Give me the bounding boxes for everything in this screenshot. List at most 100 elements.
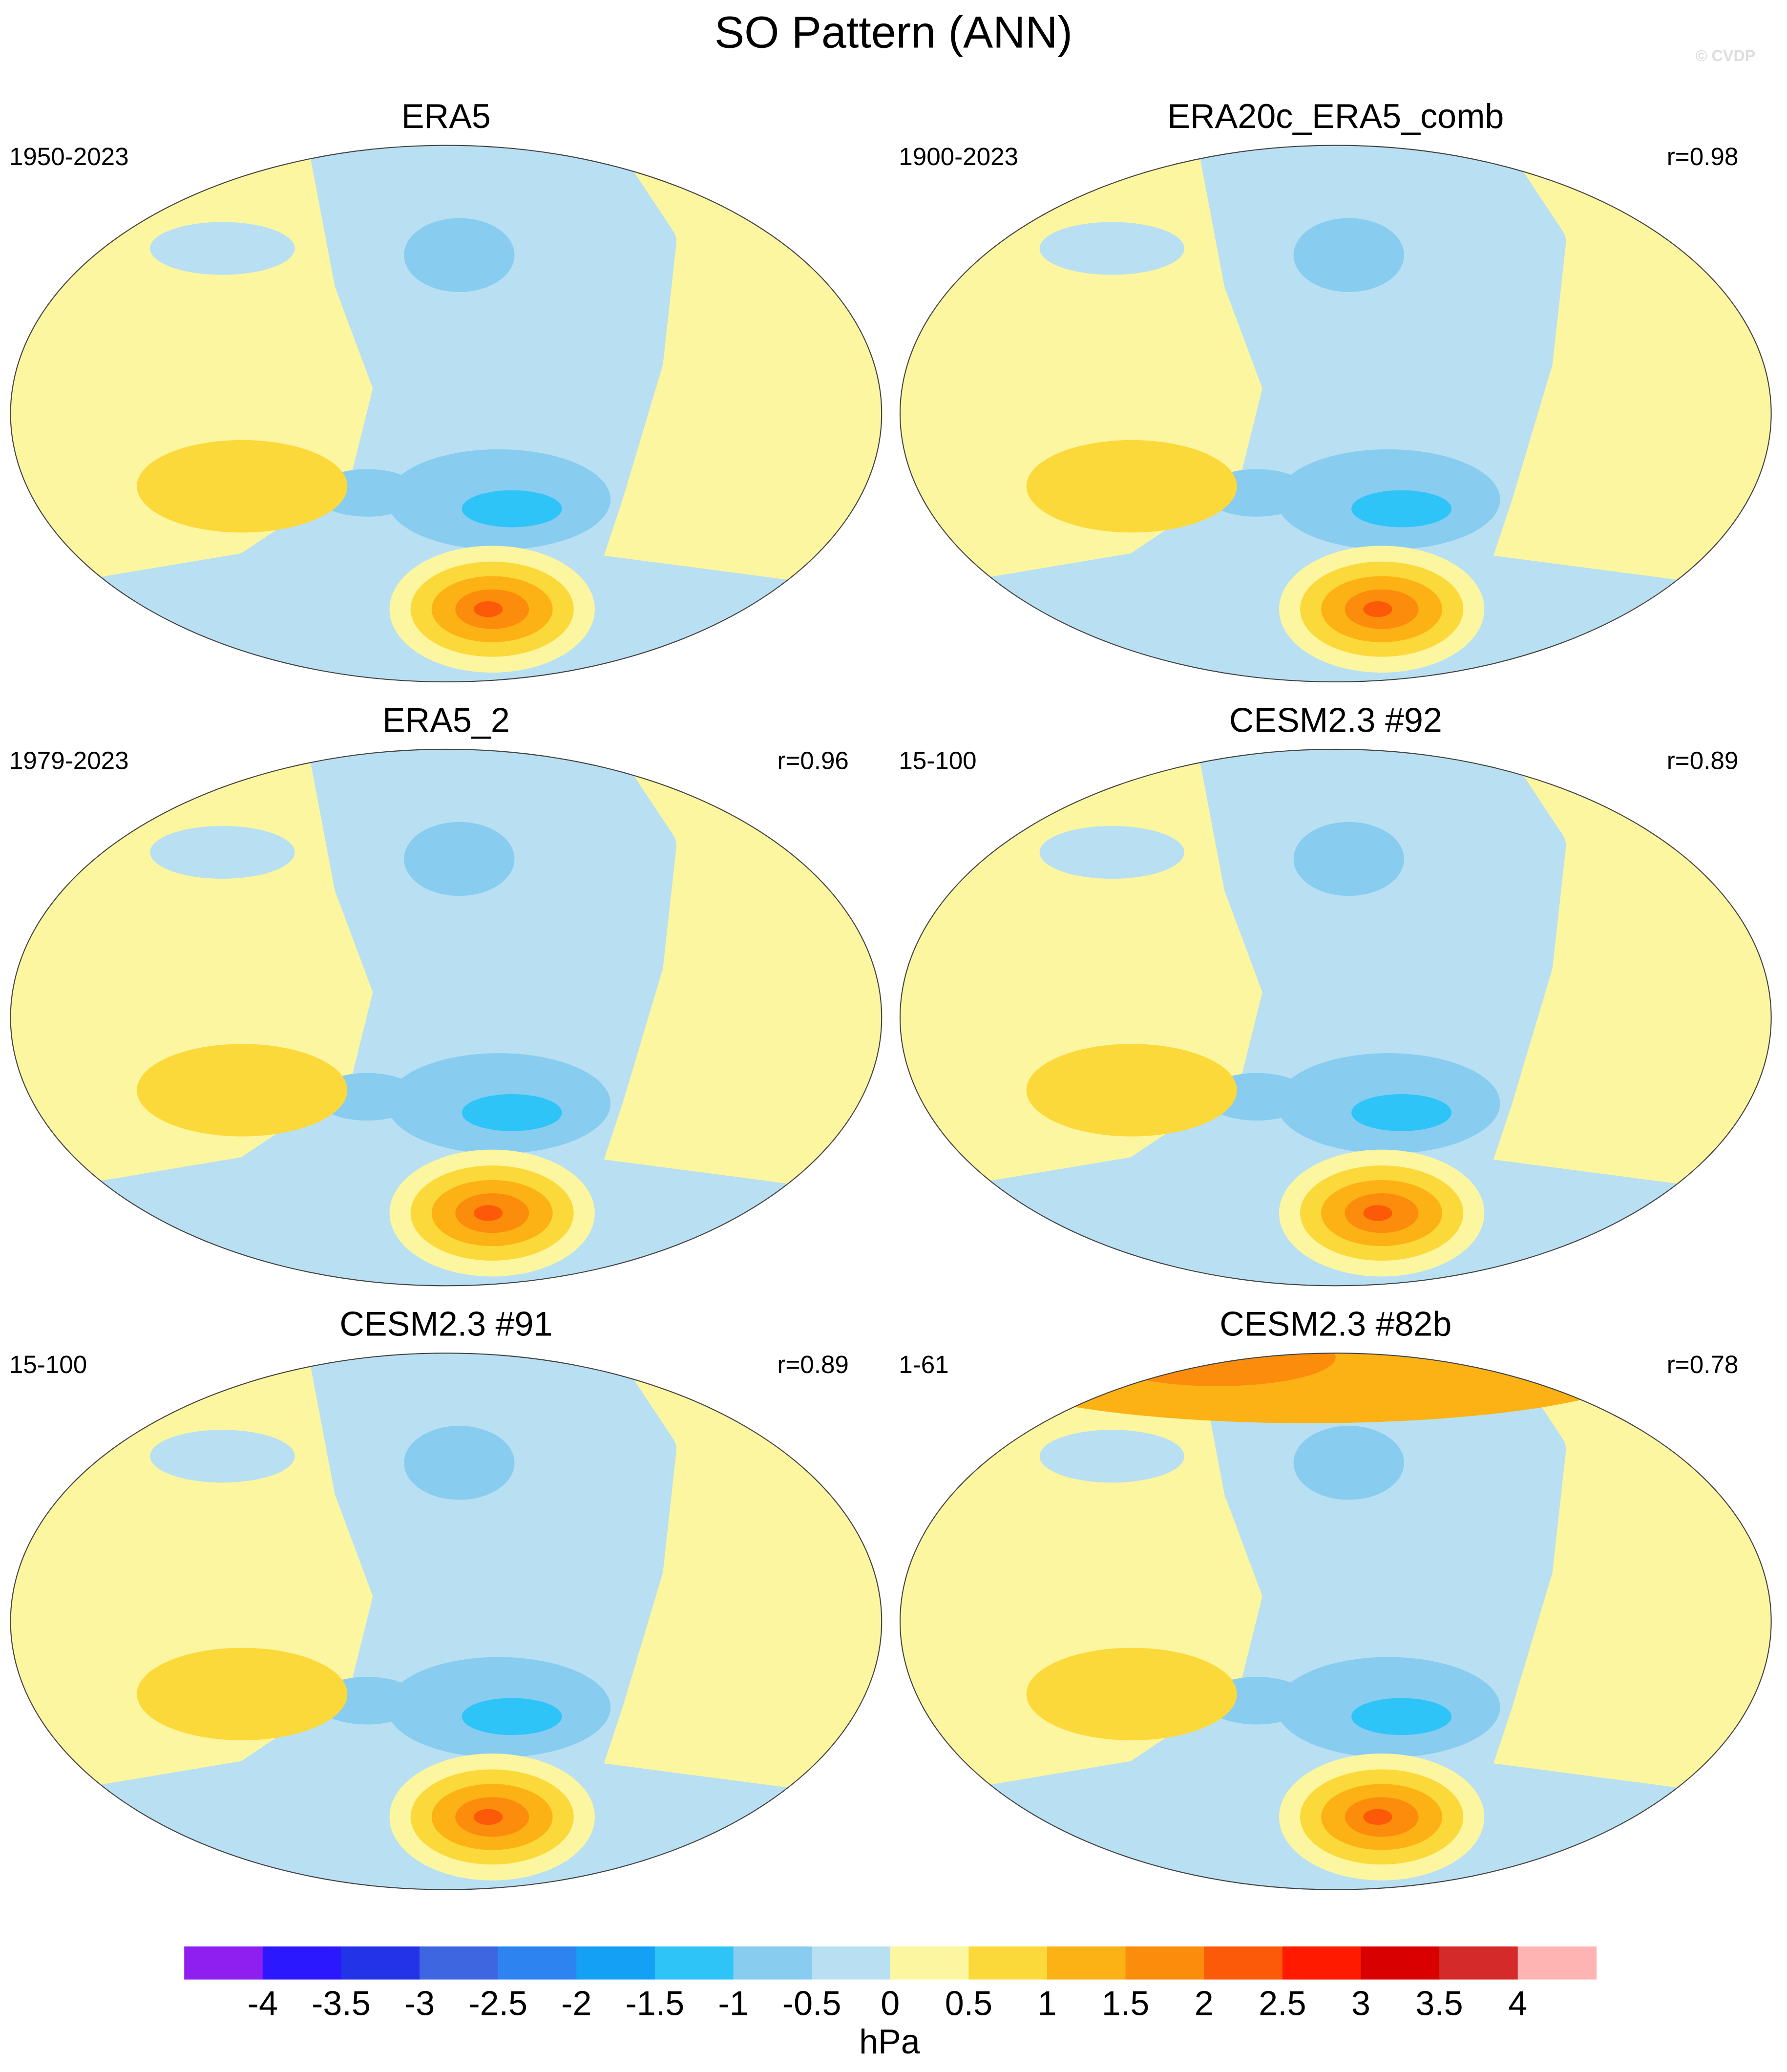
panel-period: 1900-2023 [899,143,1018,170]
anomaly-contour [1363,601,1392,617]
figure-title: SO Pattern (ANN) [715,7,1072,57]
panel-correlation: r=0.96 [777,746,849,774]
colorbar-tick-label: -4 [248,1984,278,2022]
colorbar-tick-label: -3.5 [312,1984,371,2022]
colorbar-box [890,1946,969,1980]
colorbar-box [1361,1946,1440,1980]
anomaly-contour [473,601,503,617]
anomaly-contour [1039,222,1184,275]
watermark: © CVDP [1696,47,1756,64]
colorbar-box [1517,1946,1597,1980]
anomaly-contour [150,1430,295,1483]
panel-title: ERA20c_ERA5_comb [1167,97,1504,135]
ocean-anomaly [900,1353,1771,1890]
anomaly-contour [1293,218,1404,292]
anomaly-contour [1363,1809,1392,1825]
anomaly-contour [137,1648,348,1740]
anomaly-contour [1026,1044,1237,1137]
anomaly-contour [1293,1426,1404,1500]
map [900,1353,1771,1890]
colorbar-tick-label: -0.5 [782,1984,841,2022]
colorbar-box [576,1946,655,1980]
ocean-anomaly [900,145,1771,682]
map [10,749,882,1286]
anomaly-contour [404,1426,515,1500]
colorbar-tick-label: 2.5 [1259,1984,1306,2022]
anomaly-contour [150,825,295,879]
anomaly-contour [1039,825,1184,879]
colorbar-tick-label: 3.5 [1415,1984,1463,2022]
colorbar-tick-label: -1 [718,1984,748,2022]
colorbar-tick-label: -2.5 [468,1984,527,2022]
colorbar-box [341,1946,420,1980]
colorbar-tick-label: 2 [1195,1984,1214,2022]
anomaly-contour [150,222,295,275]
panel-correlation: r=0.89 [777,1351,849,1378]
colorbar-box [733,1946,812,1980]
colorbar-tick-label: 4 [1508,1984,1527,2022]
panel-period: 15-100 [9,1351,87,1378]
panel-title: ERA5_2 [382,700,510,739]
anomaly-contour [1351,1698,1451,1735]
panel-title: ERA5 [401,97,491,135]
colorbar-tick-label: 1.5 [1102,1984,1149,2022]
panel-correlation: r=0.78 [1667,1351,1739,1378]
ocean-anomaly [10,145,882,682]
map [10,1353,882,1890]
anomaly-contour [137,1044,348,1137]
colorbar-tick-label: 3 [1351,1984,1370,2022]
anomaly-contour [1293,822,1404,896]
map [900,145,1771,682]
map-outline [10,748,883,1287]
colorbar-box [262,1946,342,1980]
colorbar-box [1047,1946,1126,1980]
anomaly-contour [1026,1648,1237,1740]
anomaly-contour [462,1094,562,1131]
colorbar-box [420,1946,499,1980]
ocean-anomaly [10,749,882,1286]
anomaly-contour [1363,1205,1392,1221]
colorbar-box [1204,1946,1283,1980]
ocean-anomaly [10,1353,882,1890]
map-outline [10,145,883,683]
panel-period: 1979-2023 [9,746,129,774]
colorbar-box [654,1946,734,1980]
colorbar-tick-label: -3 [404,1984,435,2022]
anomaly-contour [1351,490,1451,528]
colorbar-tick-label: 0 [881,1984,900,2022]
anomaly-contour [1026,440,1237,533]
colorbar-box [1439,1946,1518,1980]
colorbar-box [968,1946,1048,1980]
map-outline [10,1353,883,1890]
anomaly-contour [1039,1430,1184,1483]
map [900,749,1771,1286]
map-outline [899,1353,1772,1890]
panel-period: 1950-2023 [9,143,129,170]
anomaly-contour [404,218,515,292]
ocean-anomaly [900,749,1771,1286]
panel-title: CESM2.3 #82b [1219,1305,1451,1343]
panel-correlation: r=0.98 [1667,143,1739,170]
colorbar-box [184,1946,263,1980]
panel-title: CESM2.3 #92 [1229,700,1442,739]
map-outline [899,145,1772,683]
colorbar-box [498,1946,577,1980]
anomaly-contour [404,822,515,896]
colorbar-units: hPa [859,2022,921,2061]
colorbar-box [1125,1946,1205,1980]
anomaly-contour [1351,1094,1451,1131]
panel-correlation: r=0.89 [1667,746,1739,774]
map-outline [899,748,1772,1287]
anomaly-contour [137,440,348,533]
colorbar-tick-label: 1 [1038,1984,1057,2022]
panel-period: 1-61 [899,1351,948,1378]
anomaly-contour [462,490,562,528]
colorbar-box [1282,1946,1362,1980]
anomaly-contour [473,1809,503,1825]
panel-title: CESM2.3 #91 [339,1305,552,1343]
colorbar-tick-label: 0.5 [945,1984,992,2022]
colorbar-tick-label: -1.5 [626,1984,685,2022]
anomaly-contour [473,1205,503,1221]
